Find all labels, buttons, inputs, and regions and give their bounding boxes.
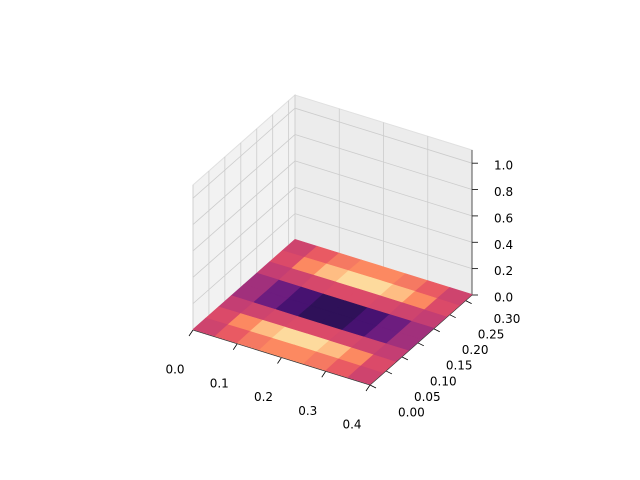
y-tick-label: 0.00 (398, 406, 425, 420)
tick-mark (433, 328, 440, 333)
grid-line (192, 213, 296, 304)
z-tick-label: 0.8 (494, 185, 513, 199)
y-tick-label: 0.20 (462, 343, 489, 357)
x-tick-label: 0.1 (210, 376, 229, 390)
y-tick-label: 0.05 (414, 390, 441, 404)
z-tick-label: 0.6 (494, 211, 513, 225)
x-tick-label: 0.3 (298, 404, 317, 418)
x-axis-line (192, 329, 371, 386)
tick-mark (465, 300, 472, 304)
grid-line (192, 186, 296, 278)
tick-mark (232, 343, 238, 350)
grid-line (294, 134, 473, 190)
tick-mark (369, 384, 377, 389)
z-tick-label: 0.2 (494, 264, 513, 278)
y-axis-line (369, 294, 473, 386)
x-tick-label: 0.4 (342, 418, 361, 432)
y-tick-label: 0.30 (494, 312, 521, 326)
tick-mark (365, 384, 371, 392)
tick-mark (188, 329, 194, 337)
tick-mark (277, 357, 282, 364)
x-tick-label: 0.2 (254, 390, 273, 404)
grid-line (192, 134, 296, 225)
tick-mark (385, 370, 393, 375)
y-tick-label: 0.25 (478, 327, 505, 341)
z-tick-label: 0.4 (494, 238, 513, 252)
y-tick-label: 0.15 (446, 359, 473, 373)
grid-line (192, 107, 296, 199)
grid-line (294, 186, 473, 243)
z-tick-label: 1.0 (494, 159, 513, 173)
tick-mark (401, 356, 409, 361)
grid-line (192, 160, 296, 252)
grid-line (294, 213, 473, 270)
grid-line (294, 160, 473, 217)
tick-mark (417, 342, 424, 347)
grid-line (294, 107, 473, 164)
y-tick-label: 0.10 (430, 374, 457, 388)
surface-cell (347, 365, 384, 385)
tick-mark (321, 371, 327, 378)
x-tick-label: 0.0 (165, 363, 184, 377)
tick-mark (449, 314, 456, 319)
z-tick-label: 0.0 (494, 291, 513, 305)
